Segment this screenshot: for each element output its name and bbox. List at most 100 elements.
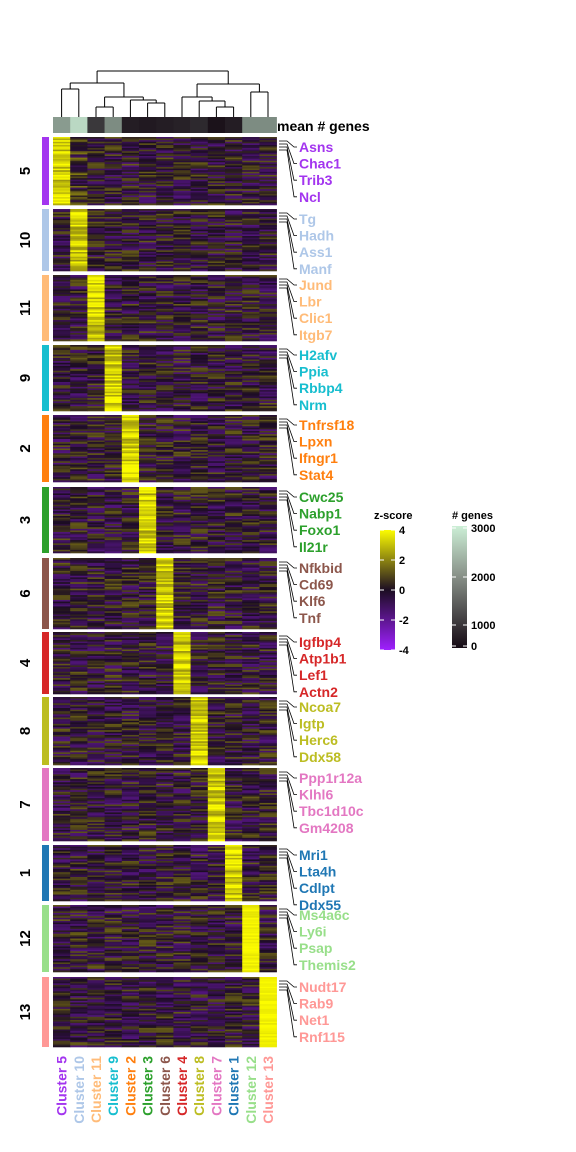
heat-cell	[139, 404, 157, 407]
heat-cell	[259, 697, 277, 699]
heat-cell	[53, 684, 71, 687]
heat-cell	[207, 267, 226, 270]
heat-cell	[121, 738, 140, 740]
heat-cell	[225, 566, 243, 568]
heat-cell	[173, 676, 191, 679]
heat-cell	[53, 499, 71, 502]
heat-cell	[70, 700, 88, 703]
heat-cell	[53, 632, 71, 634]
heat-cell	[173, 451, 191, 454]
heat-cell	[207, 167, 226, 169]
heat-cell	[139, 201, 157, 204]
heat-cell	[156, 670, 174, 673]
heat-cell	[242, 755, 260, 758]
heat-cell	[87, 140, 105, 143]
heat-cell	[53, 141, 71, 144]
heat-cell	[190, 182, 209, 185]
heat-cell	[53, 660, 71, 663]
heat-cell	[70, 432, 88, 435]
heat-cell	[242, 453, 260, 456]
heat-cell	[70, 148, 88, 150]
heat-cell	[70, 466, 88, 468]
heat-cell	[53, 692, 71, 695]
heat-cell	[104, 750, 123, 753]
heat-cell	[242, 182, 260, 185]
heat-cell	[121, 569, 140, 572]
heat-cell	[104, 201, 123, 204]
heat-cell	[225, 598, 243, 601]
heat-cell	[104, 676, 123, 679]
heat-cell	[190, 622, 209, 625]
heat-cell	[190, 380, 209, 383]
heat-cell	[53, 167, 71, 169]
heat-cell	[121, 165, 140, 168]
heat-cell	[259, 237, 277, 240]
heat-cell	[259, 722, 277, 725]
heat-cell	[70, 339, 88, 342]
heat-cell	[121, 429, 140, 432]
heat-cell	[190, 511, 209, 514]
heat-cell	[139, 616, 157, 618]
heat-cell	[87, 437, 105, 440]
heat-cell	[173, 402, 191, 405]
heat-cell	[190, 587, 209, 589]
heat-cell	[242, 245, 260, 248]
heat-cell	[225, 232, 243, 235]
heat-cell	[53, 715, 71, 718]
heat-cell	[121, 229, 140, 232]
heat-cell	[225, 627, 243, 630]
heat-cell	[104, 451, 123, 454]
heat-cell	[173, 564, 191, 567]
heat-cell	[121, 535, 140, 538]
heat-cell	[156, 747, 174, 750]
heat-cell	[53, 220, 71, 223]
heat-cell	[190, 141, 209, 144]
heat-cell	[104, 681, 123, 684]
heat-cell	[173, 383, 191, 386]
heat-cell	[104, 349, 123, 352]
heat-cell	[225, 752, 243, 755]
heat-cell	[190, 651, 209, 653]
heat-cell	[87, 488, 105, 491]
heat-cell	[53, 165, 71, 168]
heat-cell	[259, 210, 277, 213]
heat-cell	[53, 193, 71, 196]
heat-cell	[225, 361, 243, 364]
heat-cell	[156, 541, 174, 544]
heat-cell	[225, 714, 243, 717]
heat-cell	[190, 580, 209, 583]
heat-cell	[242, 469, 260, 472]
heat-cell	[53, 160, 71, 163]
heat-cell	[121, 651, 140, 653]
heat-cell	[207, 450, 226, 452]
heat-cell	[190, 475, 209, 478]
heat-cell	[53, 596, 71, 599]
heat-cell	[259, 430, 277, 433]
heat-cell	[53, 541, 71, 544]
heat-cell	[173, 294, 191, 297]
heat-cell	[87, 334, 105, 337]
heat-cell	[121, 739, 140, 742]
heat-cell	[70, 334, 88, 337]
heat-cell	[225, 509, 243, 512]
heat-cell	[70, 616, 88, 618]
heat-cell	[87, 426, 105, 429]
heat-cell	[242, 728, 260, 731]
heat-cell	[87, 575, 105, 578]
heat-cell	[207, 725, 226, 728]
heat-cell	[70, 419, 88, 422]
heat-cell	[259, 197, 277, 199]
heat-cell	[53, 703, 71, 706]
heat-cell	[207, 255, 226, 257]
heat-cell	[70, 286, 88, 289]
heat-cell	[259, 662, 277, 665]
heat-cell	[225, 234, 243, 237]
heat-cell	[121, 264, 140, 267]
heat-cell	[242, 543, 260, 546]
heat-cell	[139, 608, 157, 610]
heat-cell	[173, 313, 191, 316]
heat-cell	[190, 173, 209, 176]
heat-cell	[87, 388, 105, 391]
heat-cell	[87, 409, 105, 412]
heat-cell	[156, 267, 174, 270]
